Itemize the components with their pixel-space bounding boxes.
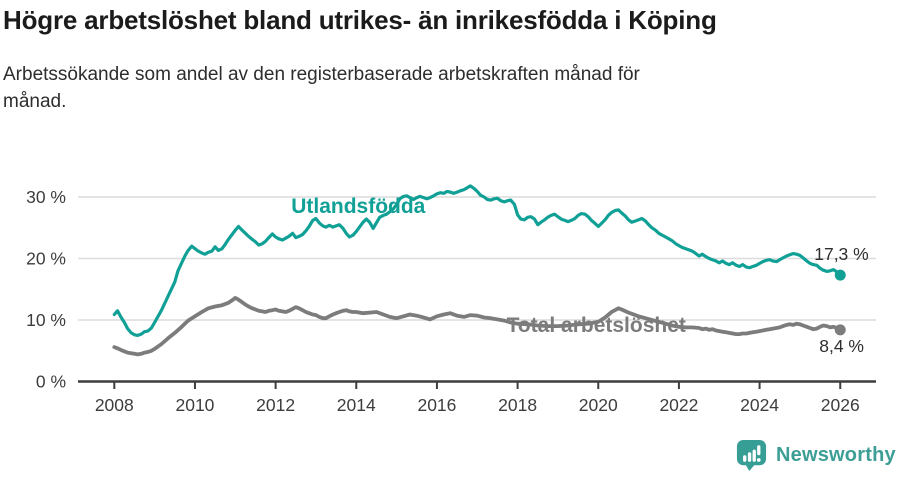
- logo-bar-medium: [747, 452, 752, 462]
- series-label-total-arbetsloshet: Total arbetslöshet: [507, 314, 686, 337]
- newsworthy-logo-icon: [736, 439, 767, 472]
- x-tick-label-2016: 2016: [417, 395, 456, 415]
- series-line-utlandsf-dda: [112, 184, 842, 337]
- series-line-total-arbetsl-shet: [112, 296, 843, 357]
- logo-bar-small: [743, 455, 747, 462]
- newsworthy-brand-link[interactable]: Newsworthy: [735, 438, 896, 473]
- newsworthy-wordmark: Newsworthy: [776, 444, 896, 466]
- x-tick-label-2020: 2020: [579, 395, 618, 415]
- x-tick-label-2008: 2008: [95, 395, 134, 415]
- end-value-label-total: 8,4 %: [819, 336, 864, 356]
- series-end-dot-utlandsf-dda: [834, 269, 846, 281]
- series-end-dot-total-arbetsl-shet: [834, 324, 846, 336]
- logo-exclamation-dot: [756, 458, 761, 462]
- end-value-label-utlandsfodda: 17,3 %: [814, 244, 868, 264]
- x-tick-label-2024: 2024: [740, 395, 779, 415]
- page-title: Högre arbetslöshet bland utrikes- än inr…: [3, 5, 717, 35]
- gridlines: [78, 196, 876, 321]
- x-tick-label-2018: 2018: [498, 395, 537, 415]
- chart-subtitle: Arbetssökande som andel av den registerb…: [3, 64, 640, 112]
- series-label-utlandsfodda: Utlandsfödda: [291, 195, 425, 218]
- x-tick-label-2012: 2012: [256, 395, 295, 415]
- x-tick-label-2022: 2022: [659, 395, 698, 415]
- x-tick-label-2026: 2026: [821, 395, 860, 415]
- logo-bar-tall: [752, 449, 756, 462]
- x-tick-label-2010: 2010: [175, 395, 214, 415]
- logo-exclamation-stem: [757, 445, 761, 456]
- series-lines: [112, 184, 846, 357]
- x-tick-label-2014: 2014: [337, 395, 376, 415]
- y-tick-label-20: 20 %: [26, 249, 66, 269]
- y-tick-label-0: 0 %: [36, 372, 66, 392]
- y-tick-label-30: 30 %: [26, 187, 66, 207]
- y-tick-label-10: 10 %: [26, 310, 66, 330]
- axes-and-ticks: 0 % 10 % 20 % 30 % 2008 2010 2012 2014 2016 2018 2…: [26, 187, 876, 415]
